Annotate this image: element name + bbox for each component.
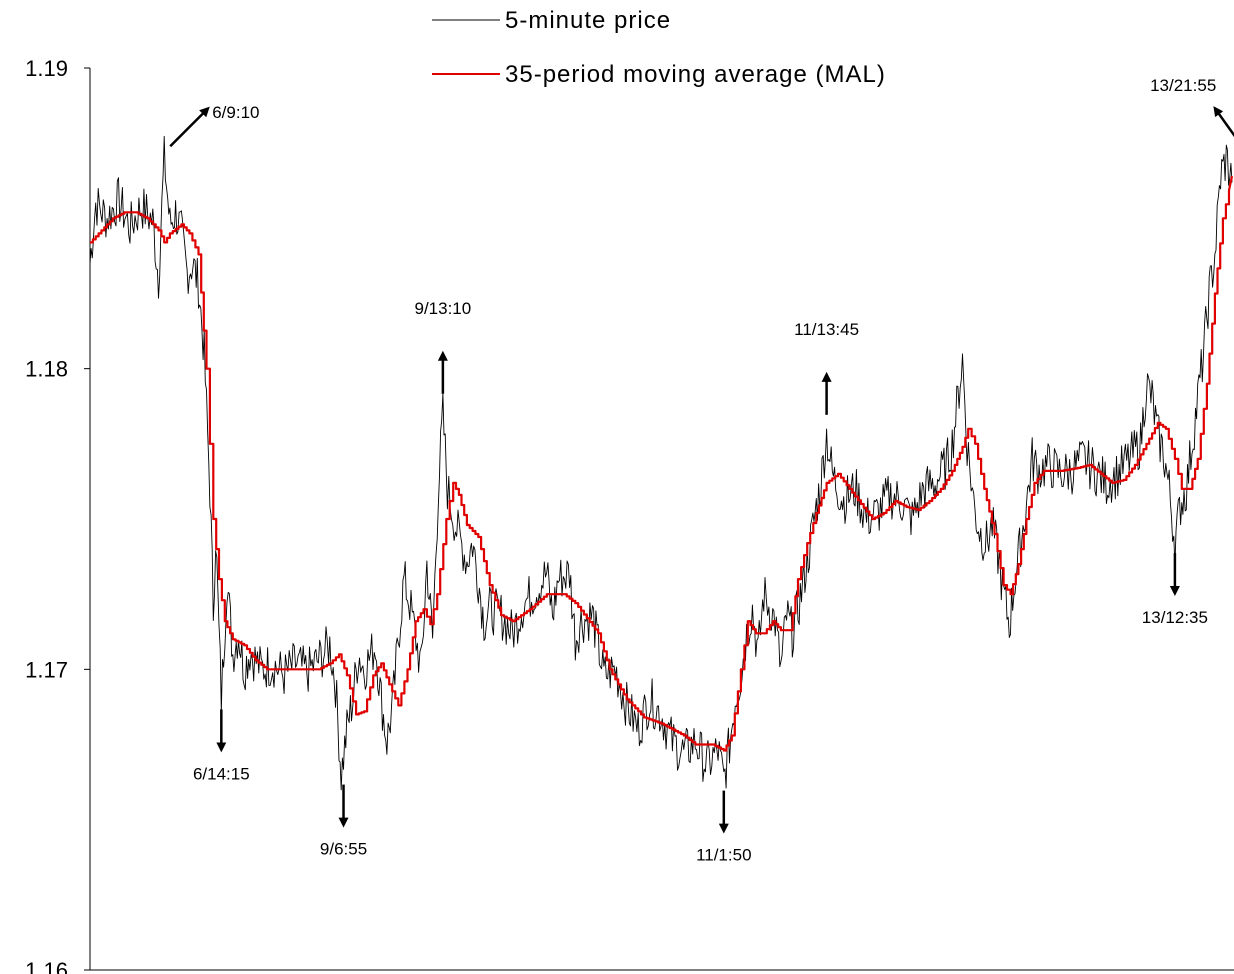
legend-label-price: 5-minute price	[505, 7, 671, 34]
annotation-label: 11/13:45	[794, 320, 859, 339]
y-tick-label: 1.18	[25, 357, 68, 382]
annotation-label: 11/1:50	[696, 846, 751, 865]
annotation: 11/1:50	[696, 790, 752, 865]
annotation: 13/12:35	[1142, 553, 1208, 627]
annotation-label: 6/14:15	[193, 764, 250, 783]
annotation-label: 9/13:10	[415, 299, 472, 318]
y-tick-label: 1.19	[25, 56, 68, 81]
series-line-mal	[90, 175, 1234, 752]
annotation-label: 9/6:55	[320, 840, 367, 859]
annotation-label: 13/12:35	[1142, 608, 1208, 627]
y-tick-label: 1.16	[25, 958, 68, 974]
annotation-label: 6/9:10	[212, 103, 259, 122]
y-tick-label: 1.17	[25, 657, 68, 682]
legend-label-mal: 35-period moving average (MAL)	[505, 61, 886, 88]
annotation: 9/6:55	[320, 784, 367, 859]
legend: 5-minute price 35-period moving average …	[432, 7, 886, 88]
annotation: 13/21:55	[1150, 76, 1234, 138]
series-line-price	[89, 135, 1233, 791]
annotation: 9/13:10	[415, 299, 472, 394]
annotation: 11/13:45	[794, 320, 859, 415]
series-layer	[89, 135, 1234, 791]
annotation-label: 13/21:55	[1150, 76, 1216, 95]
annotation-arrow	[1213, 106, 1234, 138]
annotation-layer: 6/9:10 6/14:15 9/6:55 9/13:10 11/1:50 11/13:4…	[169, 76, 1234, 865]
annotation-arrow	[169, 106, 210, 148]
annotation: 6/9:10	[169, 103, 259, 148]
annotation: 6/14:15	[193, 709, 250, 783]
y-axis: 1.16 1.17 1.18 1.19	[25, 56, 91, 974]
